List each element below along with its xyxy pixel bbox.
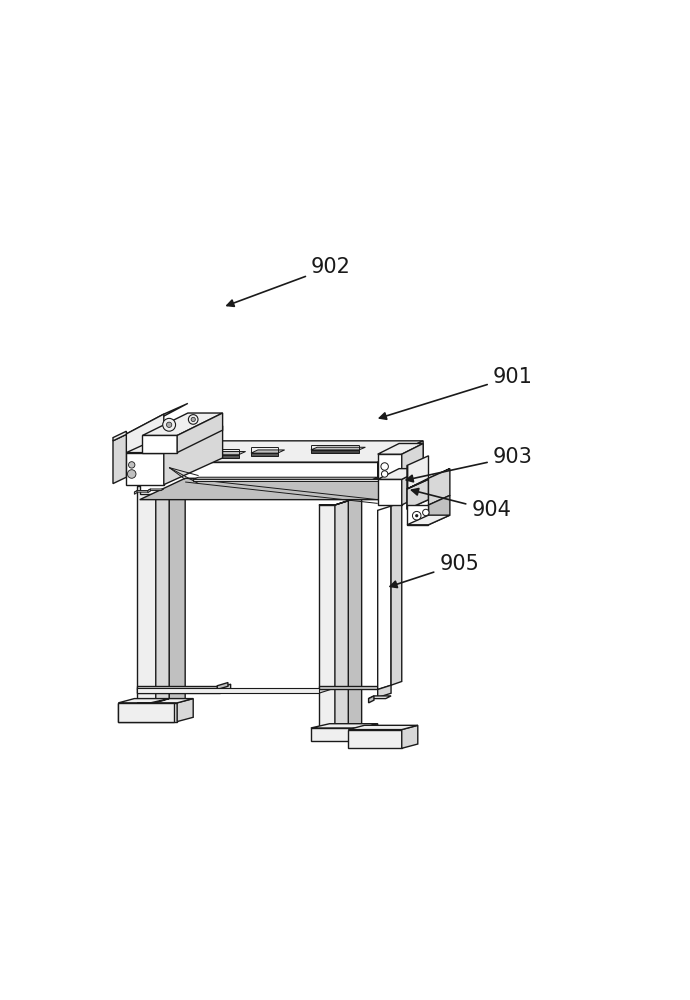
Polygon shape — [217, 683, 228, 689]
Polygon shape — [193, 477, 377, 479]
Polygon shape — [126, 426, 223, 453]
Polygon shape — [402, 469, 423, 505]
Polygon shape — [368, 696, 391, 699]
Polygon shape — [311, 447, 366, 450]
Polygon shape — [428, 495, 450, 525]
Polygon shape — [368, 696, 374, 703]
Polygon shape — [377, 681, 391, 689]
Polygon shape — [220, 684, 230, 693]
Polygon shape — [164, 426, 223, 485]
Polygon shape — [137, 486, 156, 708]
Text: 905: 905 — [390, 554, 479, 588]
Polygon shape — [377, 479, 402, 505]
Circle shape — [163, 418, 175, 431]
Circle shape — [382, 471, 388, 477]
Polygon shape — [311, 724, 377, 728]
Polygon shape — [119, 703, 175, 722]
Polygon shape — [139, 441, 423, 462]
Polygon shape — [137, 482, 169, 486]
Polygon shape — [391, 502, 402, 685]
Polygon shape — [142, 413, 223, 435]
Polygon shape — [137, 686, 217, 689]
Polygon shape — [212, 455, 239, 458]
Polygon shape — [407, 505, 428, 525]
Polygon shape — [348, 725, 418, 730]
Polygon shape — [251, 453, 277, 456]
Polygon shape — [156, 482, 169, 708]
Polygon shape — [407, 515, 450, 525]
Polygon shape — [311, 450, 359, 453]
Polygon shape — [377, 444, 423, 454]
Polygon shape — [377, 506, 391, 689]
Circle shape — [166, 422, 172, 427]
Polygon shape — [362, 724, 377, 741]
Polygon shape — [407, 479, 428, 509]
Text: 902: 902 — [227, 257, 351, 306]
Circle shape — [422, 509, 429, 516]
Polygon shape — [148, 489, 150, 493]
Polygon shape — [139, 478, 423, 500]
Circle shape — [381, 463, 388, 470]
Polygon shape — [402, 444, 423, 479]
Polygon shape — [137, 699, 169, 703]
Circle shape — [191, 417, 195, 422]
Polygon shape — [319, 501, 348, 505]
Polygon shape — [407, 456, 428, 489]
Polygon shape — [377, 469, 423, 479]
Polygon shape — [119, 414, 164, 470]
Polygon shape — [119, 703, 177, 722]
Polygon shape — [142, 435, 177, 453]
Circle shape — [415, 514, 418, 517]
Polygon shape — [319, 505, 335, 732]
Polygon shape — [177, 413, 223, 453]
Polygon shape — [311, 728, 362, 741]
Polygon shape — [251, 450, 285, 453]
Polygon shape — [377, 454, 402, 479]
Polygon shape — [126, 453, 164, 485]
Polygon shape — [319, 686, 377, 689]
Text: 903: 903 — [406, 447, 533, 482]
Text: 901: 901 — [380, 367, 533, 419]
Polygon shape — [407, 469, 450, 489]
Polygon shape — [113, 431, 126, 441]
Polygon shape — [193, 479, 377, 481]
Polygon shape — [335, 501, 348, 732]
Polygon shape — [348, 496, 362, 728]
Circle shape — [128, 470, 136, 478]
Polygon shape — [137, 689, 333, 693]
Polygon shape — [377, 685, 391, 698]
Polygon shape — [377, 441, 423, 494]
Polygon shape — [148, 489, 164, 491]
Circle shape — [413, 511, 421, 520]
Polygon shape — [119, 699, 193, 703]
Circle shape — [188, 415, 198, 424]
Polygon shape — [135, 491, 137, 494]
Polygon shape — [177, 699, 193, 722]
Text: 904: 904 — [412, 489, 511, 520]
Polygon shape — [119, 403, 188, 438]
Polygon shape — [137, 688, 220, 693]
Polygon shape — [348, 730, 402, 748]
Polygon shape — [428, 469, 450, 505]
Polygon shape — [364, 730, 402, 740]
Polygon shape — [139, 462, 377, 494]
Polygon shape — [169, 478, 185, 704]
Polygon shape — [407, 479, 428, 509]
Polygon shape — [212, 452, 246, 455]
Polygon shape — [402, 725, 418, 748]
Polygon shape — [137, 688, 319, 693]
Circle shape — [128, 462, 135, 468]
Polygon shape — [135, 491, 150, 492]
Polygon shape — [113, 434, 126, 484]
